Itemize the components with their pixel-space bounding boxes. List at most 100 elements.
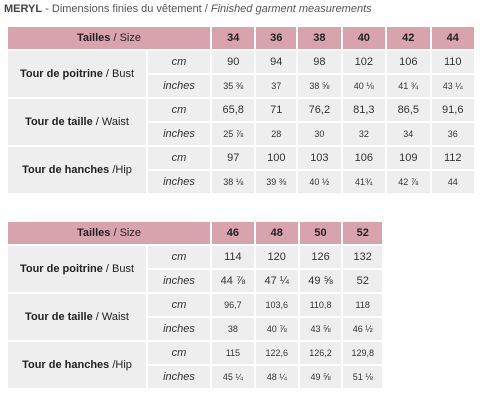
unit-label: inches [148,318,210,340]
value-cell: 48 ¼ [255,366,298,388]
size-header-cell: 38 [298,27,341,49]
table-header-row: Tailles / Size 46 48 50 52 [8,222,382,244]
measurement-label-en: / Bust [102,68,135,80]
title-french: Dimensions finies du vêtement / [51,3,211,15]
value-cell: 110,8 [299,294,342,316]
value-cell: 100 [256,147,297,169]
measurement-label-en: /Hip [109,164,132,176]
measurement-label: Tour de taille / Waist [8,294,146,340]
value-cell: 38 [212,318,254,340]
unit-label: inches [148,171,210,193]
unit-label: inches [148,123,210,145]
size-header-cell: 46 [212,222,254,244]
measurement-label: Tour de poitrine / Bust [8,246,146,292]
value-cell: 46 ½ [343,318,382,340]
table-row: inches 35 ⅜ 37 38 ⅝ 40 ⅛ 41 ¾ 43 ¼ [8,75,474,97]
value-cell: 120 [255,246,298,268]
value-cell: 126,2 [299,342,342,364]
size-header-en: / Size [110,227,141,239]
table-row: Tour de taille / Waist cm 65,8 71 76,2 81,3 86… [8,99,474,145]
unit-label: inches [148,75,210,97]
measurement-label-fr: Tour de hanches [22,164,110,176]
value-cell: 86,5 [387,99,430,121]
size-table-2: Tailles / Size 46 48 50 52 Tour de poitrine /… [6,220,384,390]
size-header-cell: 48 [255,222,298,244]
value-cell: 40 ½ [298,171,341,193]
unit-label: cm [148,51,210,73]
table-row: Tour de poitrine / Bust cm 90 94 98 102 106 110 [8,51,474,97]
table-row: Tour de taille / Waist cm 96,7 103,6 110,8 11… [8,294,382,340]
value-cell: 114 [212,246,254,268]
size-header-cell: 42 [387,27,430,49]
size-header-cell: 40 [342,27,386,49]
title-english: Finished garment measurements [210,3,372,15]
value-cell: 110 [431,51,474,73]
measurement-label-en: / Waist [92,116,129,128]
value-cell: 109 [387,147,430,169]
value-cell: 91,6 [431,99,474,121]
size-header-cell: 34 [212,27,255,49]
measurement-label-fr: Tour de poitrine [19,68,103,80]
table-row: inches 44 ⅞ 47 ¼ 49 ⅝ 52 [8,270,382,292]
measurement-label-fr: Tour de hanches [22,359,110,371]
value-cell: 41 ¾ [387,75,430,97]
value-cell: 39 ⅜ [256,171,297,193]
value-cell: 129,8 [343,342,382,364]
size-header-label: Tailles / Size [8,27,210,49]
value-cell: 106 [387,51,430,73]
value-cell: 106 [342,147,386,169]
value-cell: 122,6 [255,342,298,364]
unit-label: cm [148,342,210,364]
measurement-label: Tour de taille / Waist [8,99,146,145]
value-cell: 25 ⅞ [212,123,255,145]
page-title: MERYL - Dimensions finies du vêtement / … [4,3,372,15]
measurement-label-fr: Tour de taille [25,311,93,323]
value-cell: 90 [212,51,255,73]
value-cell: 102 [342,51,386,73]
unit-label: cm [148,294,210,316]
value-cell: 38 ⅛ [212,171,255,193]
unit-label: cm [148,246,210,268]
value-cell: 97 [212,147,255,169]
value-cell: 43 ⅝ [299,318,342,340]
value-cell: 51 ⅛ [343,366,382,388]
value-cell: 36 [431,123,474,145]
value-cell: 49 ⅝ [299,366,342,388]
measurement-label-en: / Bust [102,263,135,275]
table-header-row: Tailles / Size 34 36 38 40 42 44 [8,27,474,49]
size-header-cell: 36 [256,27,297,49]
table-row: Tour de hanches /Hip cm 115 122,6 126,2 129,8 [8,342,382,388]
value-cell: 81,3 [342,99,386,121]
table-row: Tour de poitrine / Bust cm 114 120 126 132 [8,246,382,292]
value-cell: 65,8 [212,99,255,121]
title-separator: - [42,3,52,15]
measurement-label-fr: Tour de taille [25,116,93,128]
value-cell: 118 [343,294,382,316]
value-cell: 94 [256,51,297,73]
unit-label: cm [148,99,210,121]
value-cell: 103,6 [255,294,298,316]
value-cell: 103 [298,147,341,169]
value-cell: 40 ⅛ [342,75,386,97]
value-cell: 132 [343,246,382,268]
value-cell: 96,7 [212,294,254,316]
size-header-fr: Tailles [76,227,111,239]
value-cell: 30 [298,123,341,145]
value-cell: 112 [431,147,474,169]
unit-label: inches [148,366,210,388]
size-header-cell: 50 [299,222,342,244]
value-cell: 43 ¼ [431,75,474,97]
value-cell: 32 [342,123,386,145]
unit-label: inches [148,270,210,292]
value-cell: 52 [343,270,382,292]
measurement-label: Tour de hanches /Hip [8,147,146,193]
value-cell: 42 ⅞ [387,171,430,193]
value-cell: 34 [387,123,430,145]
value-cell: 71 [256,99,297,121]
size-header-cell: 52 [343,222,382,244]
measurement-label-en: /Hip [109,359,132,371]
value-cell: 38 ⅝ [298,75,341,97]
size-header-fr: Tailles [76,32,111,44]
value-cell: 45 ¼ [212,366,254,388]
value-cell: 28 [256,123,297,145]
